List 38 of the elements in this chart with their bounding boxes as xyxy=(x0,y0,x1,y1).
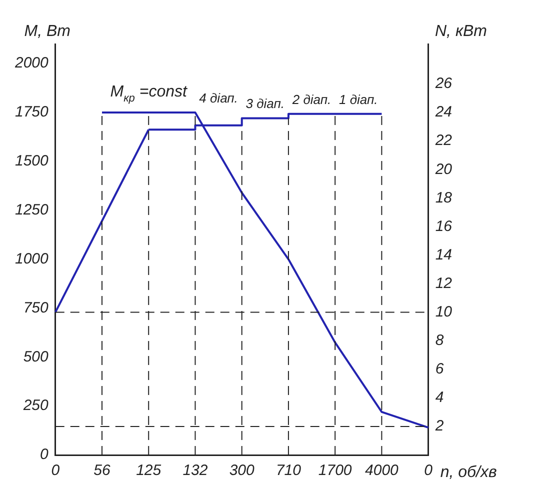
annotation: 3 діап. xyxy=(246,96,285,112)
y2-tick-label: 10 xyxy=(435,303,453,320)
y-axis-title: M, Вт xyxy=(24,23,70,40)
x-tick-label: 4000 xyxy=(365,462,400,480)
x-tick-label: 1700 xyxy=(318,462,352,480)
y2-tick-label: 18 xyxy=(435,189,453,206)
y-tick-label: 0 xyxy=(40,446,50,464)
annotation: 1 діап. xyxy=(339,92,378,107)
y-tick-label: 1000 xyxy=(14,250,50,268)
y2-tick-label: 26 xyxy=(434,75,453,92)
y2-tick-label: 14 xyxy=(435,246,452,264)
x-tick-label: 56 xyxy=(94,462,111,480)
y2-tick-label: 12 xyxy=(435,274,453,292)
x-tick-label: 710 xyxy=(276,462,302,480)
y2-tick-label: 16 xyxy=(435,218,453,235)
y-tick-label: 500 xyxy=(23,348,50,366)
y2-tick-label: 2 xyxy=(434,418,444,435)
y2-tick-label: 6 xyxy=(435,360,444,378)
x-tick-label: 300 xyxy=(229,462,256,480)
y2-tick-label: 22 xyxy=(434,132,453,150)
y-tick-label: 250 xyxy=(22,397,50,414)
annotation: 2 діап. xyxy=(291,92,332,107)
x-tick-label: 132 xyxy=(182,462,208,480)
x-axis-title: n, об/хв xyxy=(440,464,497,481)
y2-tick-label: 8 xyxy=(435,332,444,350)
y-tick-label: 2000 xyxy=(14,54,50,72)
y2-tick-label: 24 xyxy=(434,104,452,121)
y-tick-label: 1250 xyxy=(14,202,50,219)
y2-tick-label: 20 xyxy=(434,160,453,178)
x-tick-label: 125 xyxy=(136,462,162,480)
y2-axis-title: N, кВт xyxy=(435,23,487,40)
y-tick-label: 750 xyxy=(23,299,50,316)
y2-tick-label: 4 xyxy=(435,389,444,406)
annotation: 4 діап. xyxy=(199,90,238,106)
y-tick-label: 1500 xyxy=(14,152,50,170)
x-tick-label: 0 xyxy=(424,462,434,480)
x-tick-label: 0 xyxy=(51,462,60,480)
y-tick-label: 1750 xyxy=(14,104,50,121)
